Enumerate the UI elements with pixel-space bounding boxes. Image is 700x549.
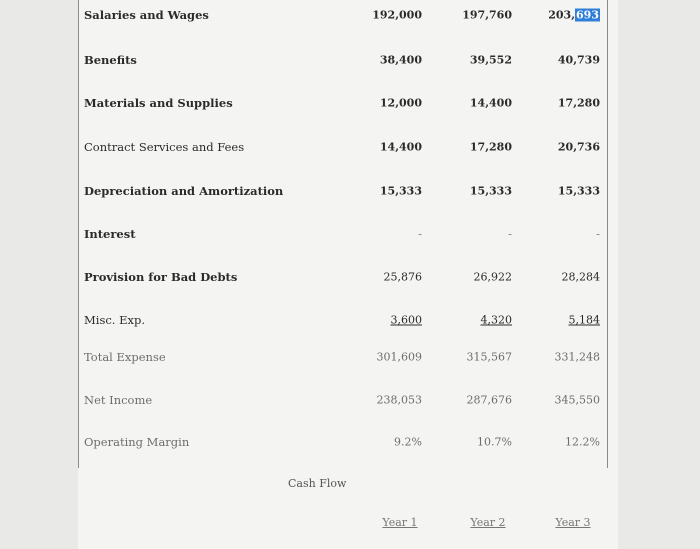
year1-value: - bbox=[418, 227, 422, 241]
row-label: Interest bbox=[84, 227, 136, 241]
grid-line-right bbox=[607, 0, 608, 468]
year-header-3: Year 3 bbox=[555, 516, 591, 529]
row-operating-margin: Operating Margin 9.2% 10.7% 12.2% bbox=[78, 420, 608, 464]
year2-value: 15,333 bbox=[469, 184, 512, 198]
year3-value-prefix: 203, bbox=[548, 8, 576, 22]
year2-value: - bbox=[508, 227, 512, 241]
row-salaries: Salaries and Wages 192,000 197,760 203,6… bbox=[78, 0, 608, 37]
year2-value: 14,400 bbox=[469, 96, 512, 110]
row-label: Provision for Bad Debts bbox=[84, 270, 238, 284]
year3-value: - bbox=[596, 227, 600, 241]
spreadsheet-sheet bbox=[78, 0, 618, 549]
year1-value: 301,609 bbox=[376, 350, 423, 364]
year3-value: 40,739 bbox=[557, 53, 600, 67]
row-label: Net Income bbox=[84, 393, 153, 407]
year1-value: 3,600 bbox=[390, 313, 423, 327]
row-label: Salaries and Wages bbox=[84, 8, 209, 22]
row-net-income: Net Income 238,053 287,676 345,550 bbox=[78, 378, 608, 422]
row-contract-services: Contract Services and Fees 14,400 17,280… bbox=[78, 125, 608, 169]
row-label: Materials and Supplies bbox=[84, 96, 233, 110]
year3-value: 20,736 bbox=[557, 140, 600, 154]
row-depreciation: Depreciation and Amortization 15,333 15,… bbox=[78, 169, 608, 213]
year3-value: 5,184 bbox=[568, 313, 601, 327]
year1-value: 25,876 bbox=[383, 270, 423, 284]
year1-value: 14,400 bbox=[379, 140, 422, 154]
row-misc-expense: Misc. Exp. 3,600 4,320 5,184 bbox=[78, 298, 608, 342]
year-header-1: Year 1 bbox=[382, 516, 418, 529]
selected-text-highlight: 693 bbox=[575, 8, 600, 22]
year1-value: 12,000 bbox=[379, 96, 422, 110]
row-materials: Materials and Supplies 12,000 14,400 17,… bbox=[78, 81, 608, 125]
year3-value: 15,333 bbox=[557, 184, 600, 198]
year3-value: 331,248 bbox=[554, 350, 601, 364]
row-benefits: Benefits 38,400 39,552 40,739 bbox=[78, 38, 608, 82]
year1-value: 238,053 bbox=[376, 393, 423, 407]
cash-flow-heading: Cash Flow bbox=[288, 477, 347, 490]
year3-value: 28,284 bbox=[561, 270, 601, 284]
year3-value: 345,550 bbox=[554, 393, 601, 407]
year2-value: 197,760 bbox=[462, 8, 512, 22]
grid-line-left bbox=[78, 0, 79, 468]
year1-value: 15,333 bbox=[379, 184, 422, 198]
year2-value: 26,922 bbox=[473, 270, 513, 284]
row-label: Misc. Exp. bbox=[84, 313, 146, 327]
year2-value: 287,676 bbox=[466, 393, 513, 407]
year3-value[interactable]: 203,693 bbox=[518, 8, 600, 22]
row-bad-debts: Provision for Bad Debts 25,876 26,922 28… bbox=[78, 255, 608, 299]
year1-value: 9.2% bbox=[394, 435, 422, 449]
row-label: Contract Services and Fees bbox=[84, 140, 245, 154]
row-total-expense: Total Expense 301,609 315,567 331,248 bbox=[78, 335, 608, 379]
row-label: Operating Margin bbox=[84, 435, 190, 449]
year-header-2: Year 2 bbox=[470, 516, 506, 529]
year1-value: 192,000 bbox=[372, 8, 422, 22]
year2-value: 10.7% bbox=[477, 435, 512, 449]
year2-value: 39,552 bbox=[469, 53, 512, 67]
year1-value: 38,400 bbox=[379, 53, 422, 67]
row-interest: Interest - - - bbox=[78, 212, 608, 256]
row-label: Depreciation and Amortization bbox=[84, 184, 284, 198]
row-label: Benefits bbox=[84, 53, 137, 67]
year3-value: 12.2% bbox=[565, 435, 600, 449]
year2-value: 4,320 bbox=[480, 313, 513, 327]
year2-value: 315,567 bbox=[466, 350, 513, 364]
year2-value: 17,280 bbox=[469, 140, 512, 154]
row-label: Total Expense bbox=[84, 350, 166, 364]
year3-value: 17,280 bbox=[557, 96, 600, 110]
